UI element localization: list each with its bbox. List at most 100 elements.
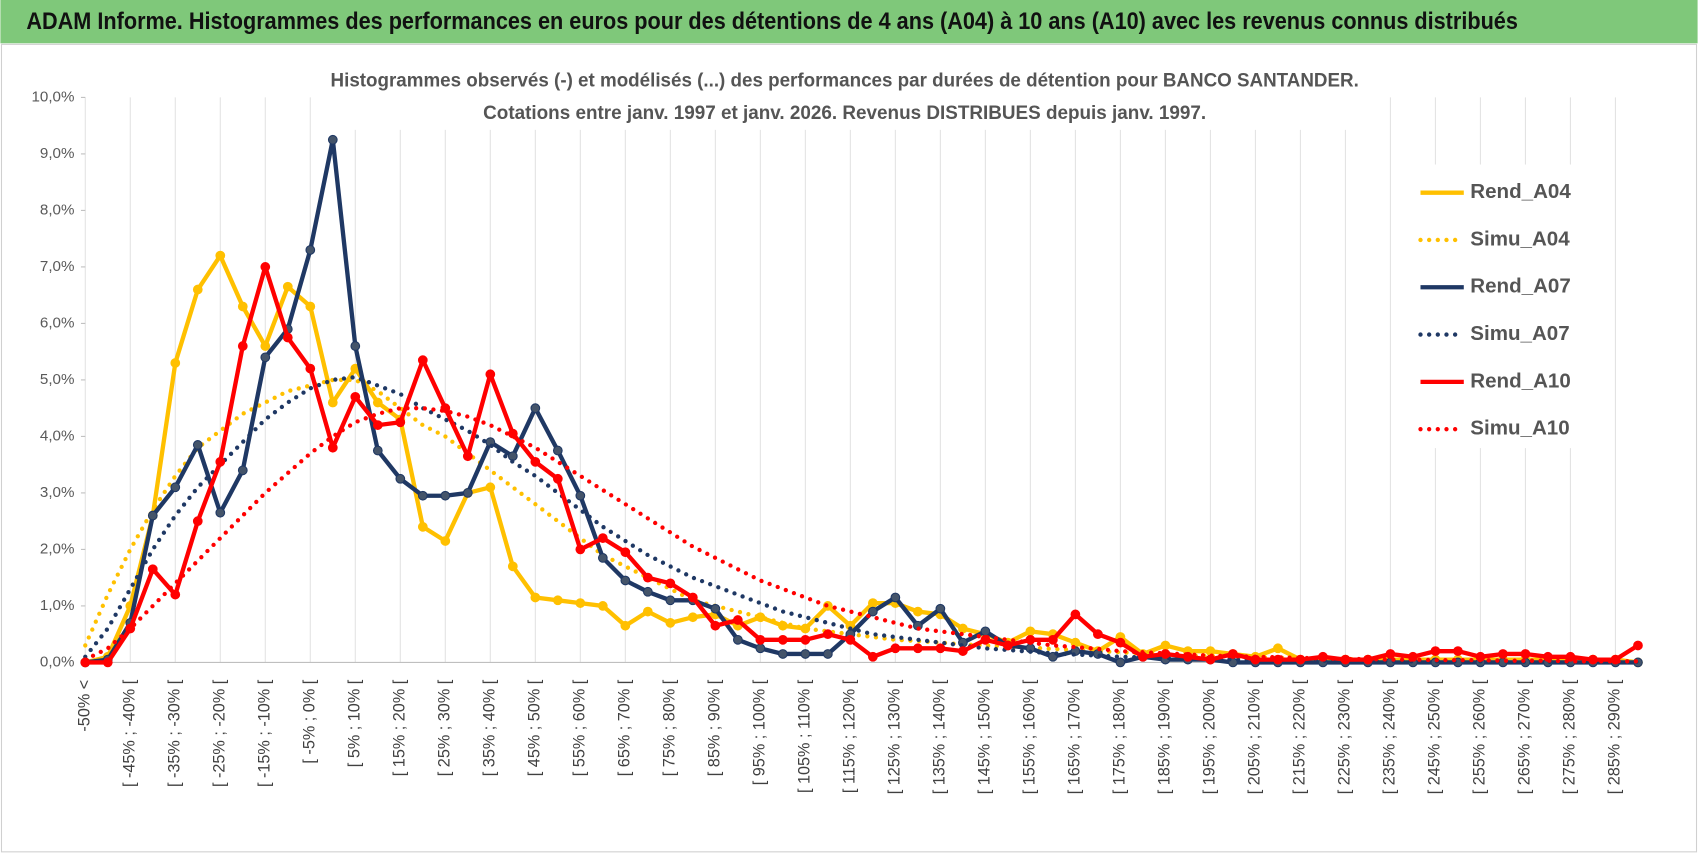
- point: [958, 623, 968, 634]
- point: [620, 575, 631, 586]
- point: [395, 417, 406, 428]
- x-tick-label: [ 5% ; 10% [: [346, 679, 364, 767]
- x-tick-label: [ 285% ; 290% [: [1606, 679, 1624, 794]
- plot: -50% < [ -45% ; -40% [[ -35% ; -30% [[ -2…: [32, 88, 1643, 794]
- y-tick-label: 1,0%: [40, 597, 75, 614]
- point: [237, 341, 248, 351]
- x-tick-label: [ -35% ; -30% [: [166, 679, 184, 787]
- point: [867, 651, 878, 662]
- y-tick-label: 5,0%: [40, 371, 75, 388]
- point: [417, 521, 428, 532]
- x-tick-label: [ 15% ; 20% [: [391, 679, 409, 776]
- x-tick-label: [ 45% ; 50% [: [526, 679, 544, 776]
- point: [597, 533, 608, 543]
- point: [755, 634, 766, 645]
- point: [237, 465, 248, 476]
- point: [440, 536, 451, 546]
- point: [170, 589, 181, 600]
- point: [867, 598, 878, 608]
- point: [327, 134, 338, 145]
- point: [170, 482, 181, 493]
- point: [1093, 629, 1103, 640]
- point: [327, 397, 338, 408]
- x-tick-label: [ 235% ; 240% [: [1381, 679, 1399, 794]
- point: [732, 615, 743, 625]
- point: [215, 250, 226, 261]
- point: [597, 601, 608, 611]
- point: [1115, 637, 1126, 648]
- point: [372, 445, 383, 456]
- point: [1565, 651, 1576, 662]
- x-tick-label: [ 135% ; 140% [: [931, 679, 949, 794]
- series-line: [83, 406, 1641, 664]
- x-tick-label: [ 105% ; 110% [: [796, 679, 814, 793]
- x-tick-label: [ -45% ; -40% [: [121, 679, 139, 787]
- chart-subtitle: Cotations entre janv. 1997 et janv. 2026…: [483, 102, 1206, 124]
- point: [665, 617, 676, 628]
- point: [282, 332, 293, 343]
- point: [1003, 640, 1013, 651]
- point: [552, 595, 563, 606]
- point: [1070, 609, 1081, 620]
- point: [260, 352, 271, 363]
- point: [890, 592, 901, 603]
- point: [507, 451, 518, 462]
- point: [1160, 640, 1171, 651]
- x-tick-label: [ 125% ; 130% [: [886, 679, 904, 794]
- point: [530, 456, 541, 467]
- point: [147, 510, 158, 521]
- x-tick-label: [ 75% ; 80% [: [661, 679, 679, 776]
- legend-label: Simu_A04: [1470, 227, 1570, 250]
- point: [867, 606, 878, 617]
- y-tick-label: 4,0%: [40, 427, 75, 444]
- x-tick-label: [ 265% ; 270% [: [1516, 679, 1534, 794]
- y-tick-label: 3,0%: [40, 484, 75, 501]
- point: [102, 657, 113, 668]
- point: [1115, 657, 1126, 668]
- point: [192, 284, 203, 295]
- point: [687, 612, 698, 623]
- x-tick-label: [ 275% ; 280% [: [1561, 679, 1579, 794]
- point: [1430, 646, 1441, 656]
- legend-box: [1396, 164, 1581, 449]
- x-tick-label: [ 205% ; 210% [: [1246, 679, 1264, 794]
- point: [462, 451, 473, 462]
- point: [1453, 646, 1463, 656]
- y-tick-label: 0,0%: [40, 653, 75, 670]
- legend-label: Rend_A10: [1470, 369, 1571, 392]
- point: [417, 490, 428, 501]
- point: [822, 649, 833, 659]
- point: [575, 598, 586, 608]
- y-tick-label: 8,0%: [40, 201, 75, 218]
- chart-title: Histogrammes observés (-) et modélisés (…: [331, 69, 1359, 91]
- x-tick-label: [ 95% ; 100% [: [751, 679, 769, 785]
- point: [192, 516, 203, 527]
- point: [665, 595, 676, 606]
- legend-label: Rend_A07: [1470, 275, 1571, 298]
- point: [980, 626, 991, 637]
- point: [665, 578, 676, 589]
- chart-frame: [0, 43, 1698, 853]
- point: [800, 649, 811, 659]
- point: [1273, 643, 1283, 654]
- x-tick-label: [ 85% ; 90% [: [706, 679, 724, 776]
- point: [260, 341, 271, 351]
- point: [822, 629, 833, 640]
- point: [192, 440, 203, 450]
- x-tick-label: [ 225% ; 230% [: [1336, 679, 1354, 794]
- y-tick-label: 2,0%: [40, 540, 75, 557]
- point: [1025, 626, 1036, 637]
- point: [282, 281, 293, 292]
- point: [845, 634, 856, 645]
- point: [777, 634, 788, 645]
- point: [350, 391, 361, 402]
- point: [530, 403, 541, 414]
- point: [507, 561, 518, 572]
- point: [215, 456, 226, 467]
- point: [777, 649, 788, 659]
- point: [710, 620, 721, 631]
- header-title: ADAM Informe. Histogrammes des performan…: [26, 8, 1518, 35]
- point: [1048, 634, 1058, 645]
